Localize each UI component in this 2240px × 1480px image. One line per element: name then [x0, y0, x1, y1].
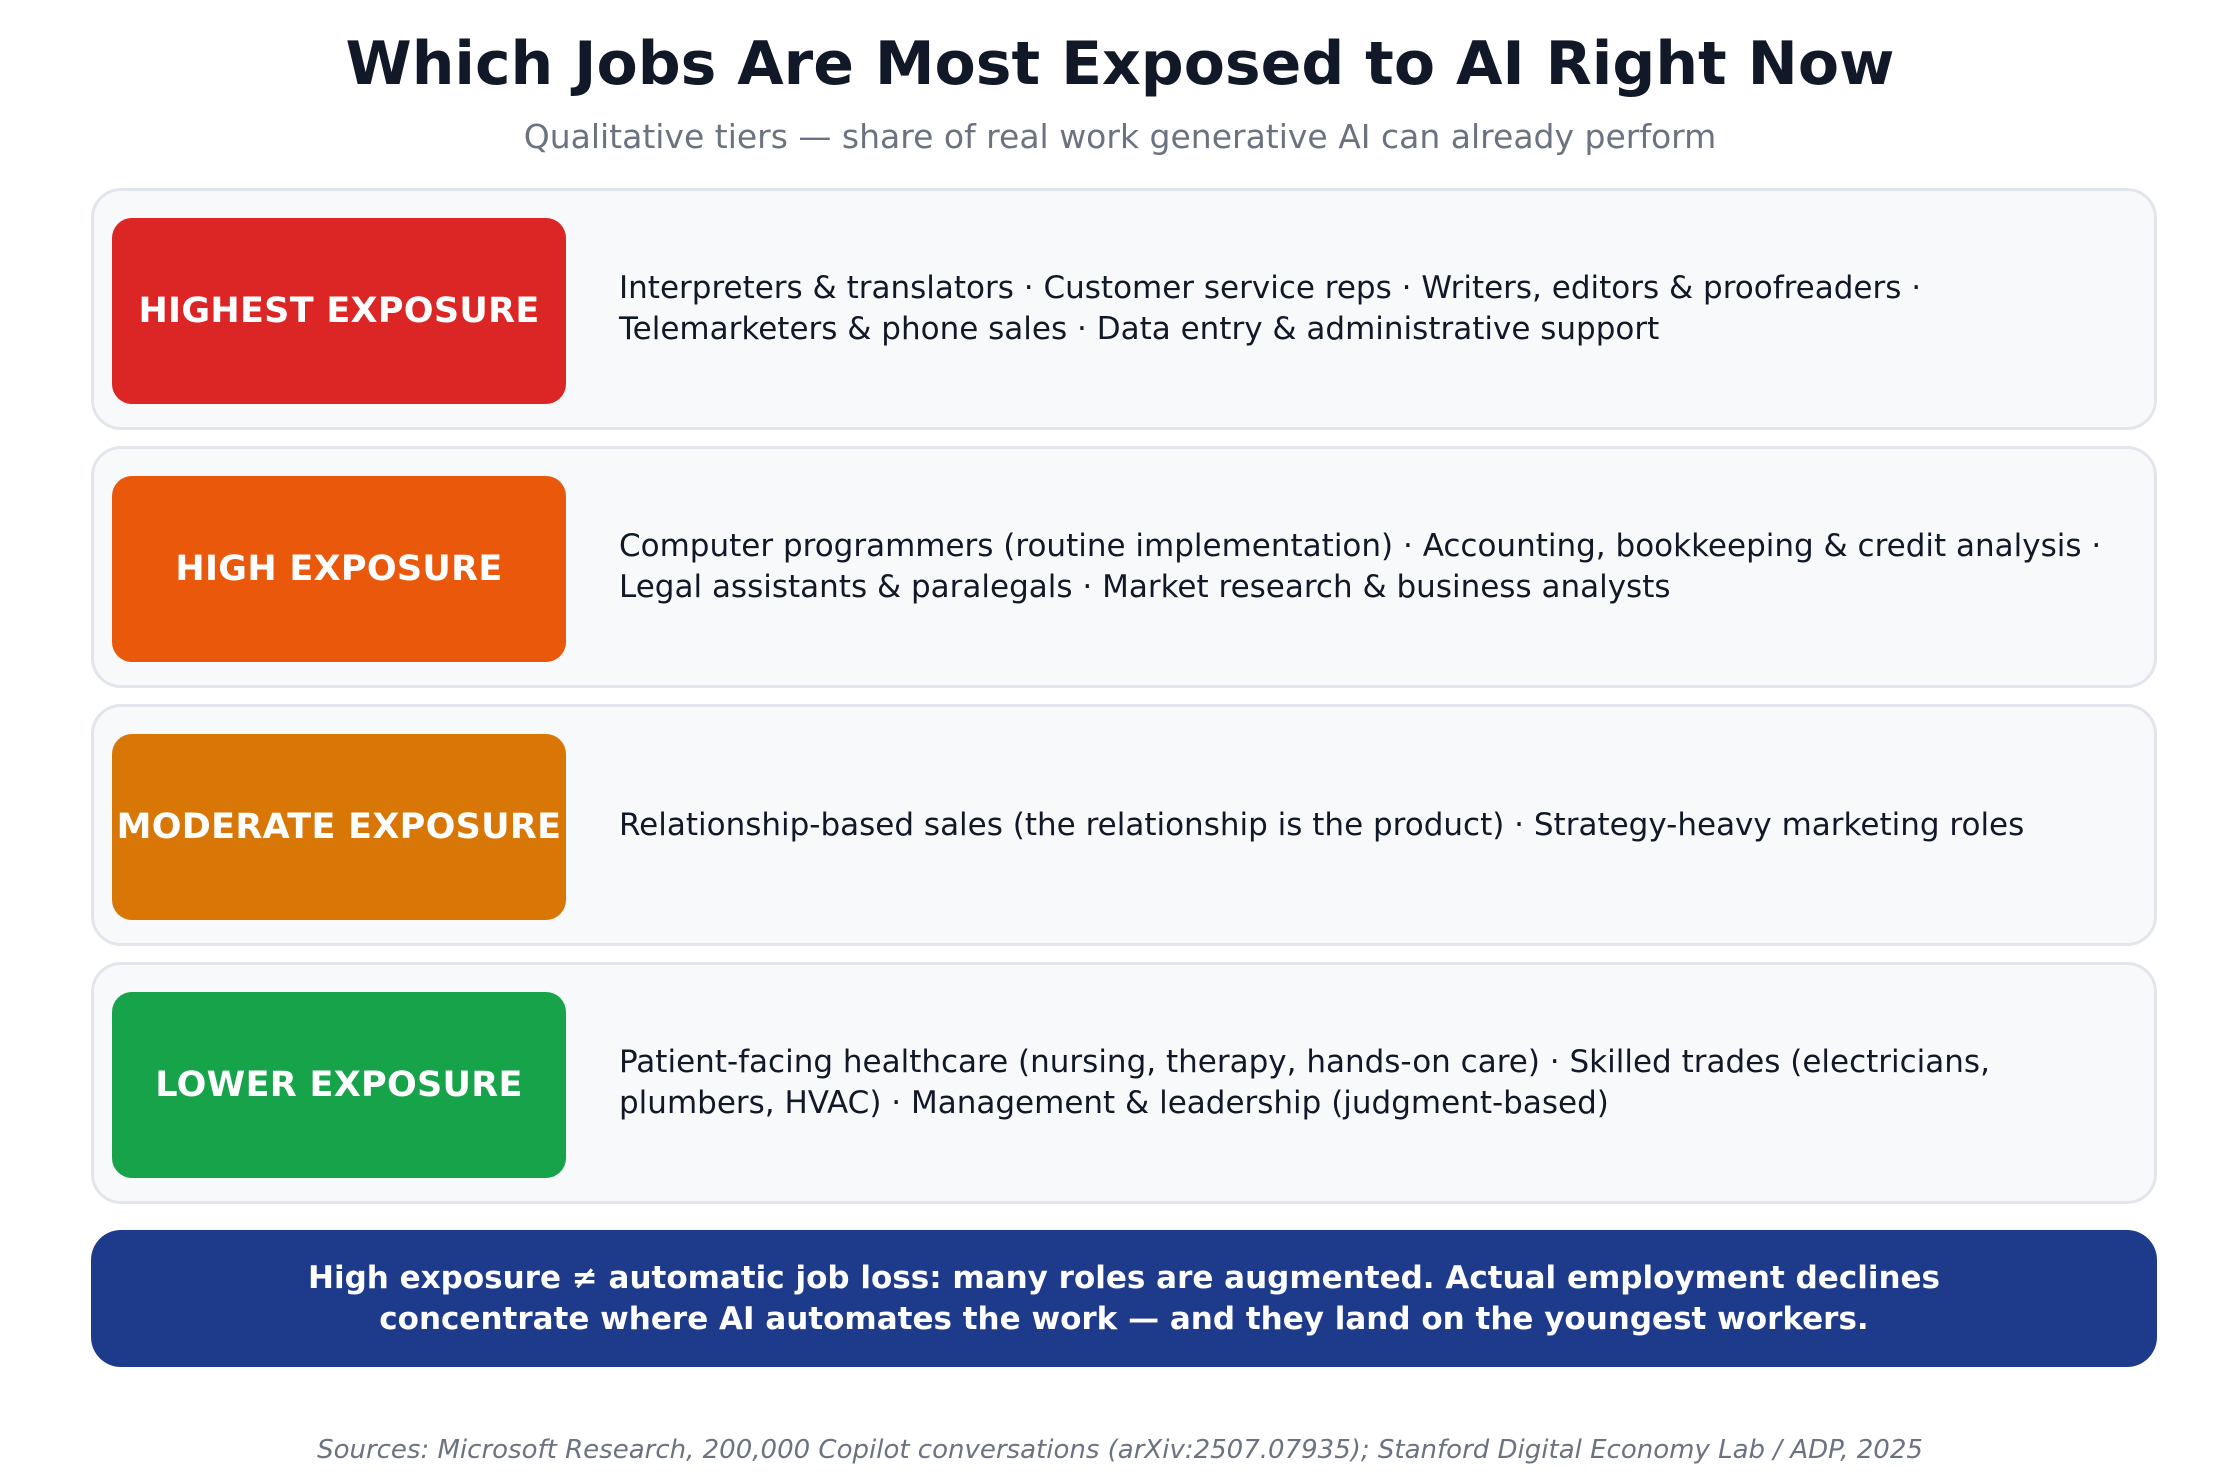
sources-footnote: Sources: Microsoft Research, 200,000 Cop… — [317, 1435, 1923, 1465]
tier-card-highest: HIGHEST EXPOSURE Interpreters & translat… — [91, 188, 2157, 430]
page-title: Which Jobs Are Most Exposed to AI Right … — [345, 29, 1895, 99]
tier-jobs-text: Patient-facing healthcare (nursing, ther… — [619, 965, 2130, 1201]
key-takeaway-callout: High exposure ≠ automatic job loss: many… — [91, 1230, 2157, 1367]
tier-jobs-list-lower: Patient-facing healthcare (nursing, ther… — [619, 1044, 1990, 1121]
tier-jobs-text: Relationship-based sales (the relationsh… — [619, 707, 2130, 943]
tier-jobs-text: Interpreters & translators · Customer se… — [619, 191, 2130, 427]
tier-jobs-list-moderate: Relationship-based sales (the relationsh… — [619, 806, 2025, 843]
tier-badge-lower: LOWER EXPOSURE — [112, 992, 566, 1178]
tier-jobs-text: Computer programmers (routine implementa… — [619, 449, 2130, 685]
tier-badge-highest: HIGHEST EXPOSURE — [112, 218, 566, 404]
tier-jobs-list-high: Computer programmers (routine implementa… — [619, 528, 2102, 605]
tier-card-moderate: MODERATE EXPOSURE Relationship-based sal… — [91, 704, 2157, 946]
tier-badge-high: HIGH EXPOSURE — [112, 476, 566, 662]
tier-card-high: HIGH EXPOSURE Computer programmers (rout… — [91, 446, 2157, 688]
tier-badge-moderate: MODERATE EXPOSURE — [112, 734, 566, 920]
page-subtitle: Qualitative tiers — share of real work g… — [523, 117, 1717, 156]
tier-jobs-list-highest: Interpreters & translators · Customer se… — [619, 270, 1922, 347]
callout-text: High exposure ≠ automatic job loss: many… — [308, 1259, 1940, 1337]
tier-card-lower: LOWER EXPOSURE Patient-facing healthcare… — [91, 962, 2157, 1204]
